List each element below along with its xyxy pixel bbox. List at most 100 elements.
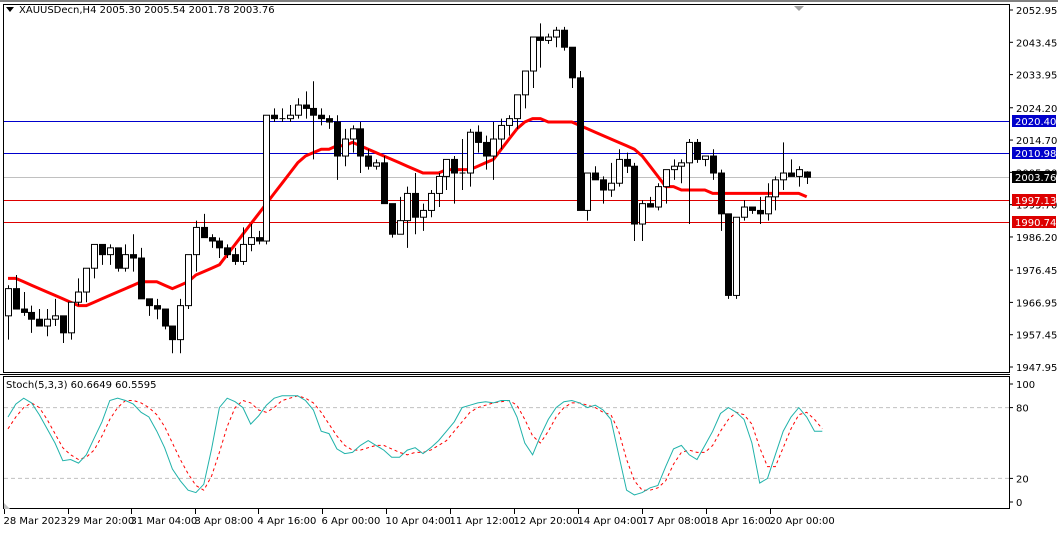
price-tick-label: 2043.45	[1016, 38, 1057, 49]
candle	[138, 247, 145, 300]
candle	[169, 325, 176, 354]
candle	[530, 36, 537, 89]
candle	[75, 278, 82, 306]
time-tick-label: 18 Apr 16:00	[706, 516, 771, 527]
candle	[146, 298, 153, 316]
candle	[224, 244, 231, 259]
price-tick-label: 2033.95	[1016, 71, 1057, 82]
level-price-label: 1990.74	[1015, 218, 1056, 229]
candle	[788, 159, 795, 177]
time-tick-label: 11 Apr 12:00	[450, 516, 515, 527]
dropdown-triangle-icon[interactable]	[6, 7, 14, 12]
candle	[154, 298, 161, 320]
candle	[295, 98, 302, 119]
candle	[5, 285, 12, 340]
candle	[686, 139, 693, 225]
candle	[107, 244, 114, 265]
candle	[522, 70, 529, 109]
candle	[318, 108, 325, 126]
price-tick-label: 1966.95	[1016, 298, 1057, 309]
candle	[310, 81, 317, 160]
level-price-label: 2010.98	[1015, 149, 1056, 160]
price-axis[interactable]: 2052.952043.452033.952024.202014.702005.…	[1009, 6, 1057, 374]
candle	[420, 203, 427, 231]
candle	[584, 172, 591, 221]
symbol-ohlc-text: XAUUSDecn,H4 2005.30 2005.54 2001.78 200…	[19, 5, 275, 16]
candle	[678, 159, 685, 184]
level-price-badge	[1012, 171, 1056, 183]
candle	[44, 309, 51, 337]
candle	[209, 234, 216, 248]
level-price-label: 1997.13	[1015, 196, 1056, 207]
level-price-badge	[1012, 115, 1056, 127]
candle	[428, 190, 435, 218]
time-tick-label: 17 Apr 08:00	[642, 516, 707, 527]
price-tick-label: 1976.45	[1016, 266, 1057, 277]
stoch-header: Stoch(5,3,3) 60.6649 60.5595	[6, 380, 157, 391]
candle	[804, 171, 811, 184]
candle	[256, 230, 263, 245]
horizontal-levels	[4, 121, 1009, 223]
candle	[459, 139, 466, 191]
candle	[334, 115, 341, 180]
price-tick-label: 2052.95	[1016, 6, 1057, 17]
candle	[240, 227, 247, 265]
candle	[616, 149, 623, 187]
level-price-badge	[1012, 147, 1056, 159]
time-tick-label: 3 Apr 08:00	[195, 516, 254, 527]
chart-shift-marker-icon[interactable]	[794, 6, 804, 11]
candle	[436, 173, 443, 208]
price-tick-label: 1986.20	[1016, 233, 1057, 244]
price-tick-label: 2014.70	[1016, 136, 1057, 147]
level-price-badge	[1012, 194, 1056, 206]
stoch-tick-label: 0	[1016, 498, 1022, 509]
candle	[498, 118, 505, 150]
time-tick-label: 20 Apr 00:00	[770, 516, 835, 527]
candle	[545, 33, 552, 44]
candle	[99, 243, 106, 265]
candle	[780, 142, 787, 191]
candle	[671, 159, 678, 180]
candle	[443, 158, 450, 191]
candle	[710, 149, 717, 180]
candle	[655, 183, 662, 211]
stoch-tick-label: 100	[1016, 380, 1035, 391]
time-tick-label: 4 Apr 16:00	[258, 516, 317, 527]
candle	[60, 315, 67, 344]
candle	[350, 125, 357, 153]
candle	[28, 305, 35, 333]
candle	[115, 247, 122, 272]
candle	[130, 234, 137, 272]
level-price-badge	[1012, 216, 1056, 228]
candle	[52, 298, 59, 327]
candle	[193, 220, 200, 272]
candle	[21, 292, 28, 316]
candle	[537, 23, 544, 68]
stochastic-oscillator	[4, 395, 1009, 496]
candle	[647, 196, 654, 208]
candle	[201, 213, 208, 239]
candle	[389, 203, 396, 238]
candle	[271, 108, 278, 123]
candle	[577, 71, 584, 211]
corner-resize-icon	[4, 503, 10, 509]
time-tick-label: 28 Mar 2023	[4, 516, 67, 527]
candle	[608, 162, 615, 197]
candle	[733, 216, 740, 299]
candle	[749, 206, 756, 214]
candle	[569, 46, 576, 89]
candle	[514, 94, 521, 129]
candle	[412, 173, 419, 235]
stoch-axis: 100 80 20 0	[1009, 380, 1035, 509]
candle	[467, 128, 474, 187]
candle	[381, 156, 388, 205]
candlesticks	[5, 23, 811, 354]
time-tick-label: 14 Apr 04:00	[578, 516, 643, 527]
level-price-label: 2003.76	[1015, 173, 1056, 184]
candle	[303, 91, 310, 119]
candle	[694, 139, 701, 163]
candle	[725, 213, 732, 299]
